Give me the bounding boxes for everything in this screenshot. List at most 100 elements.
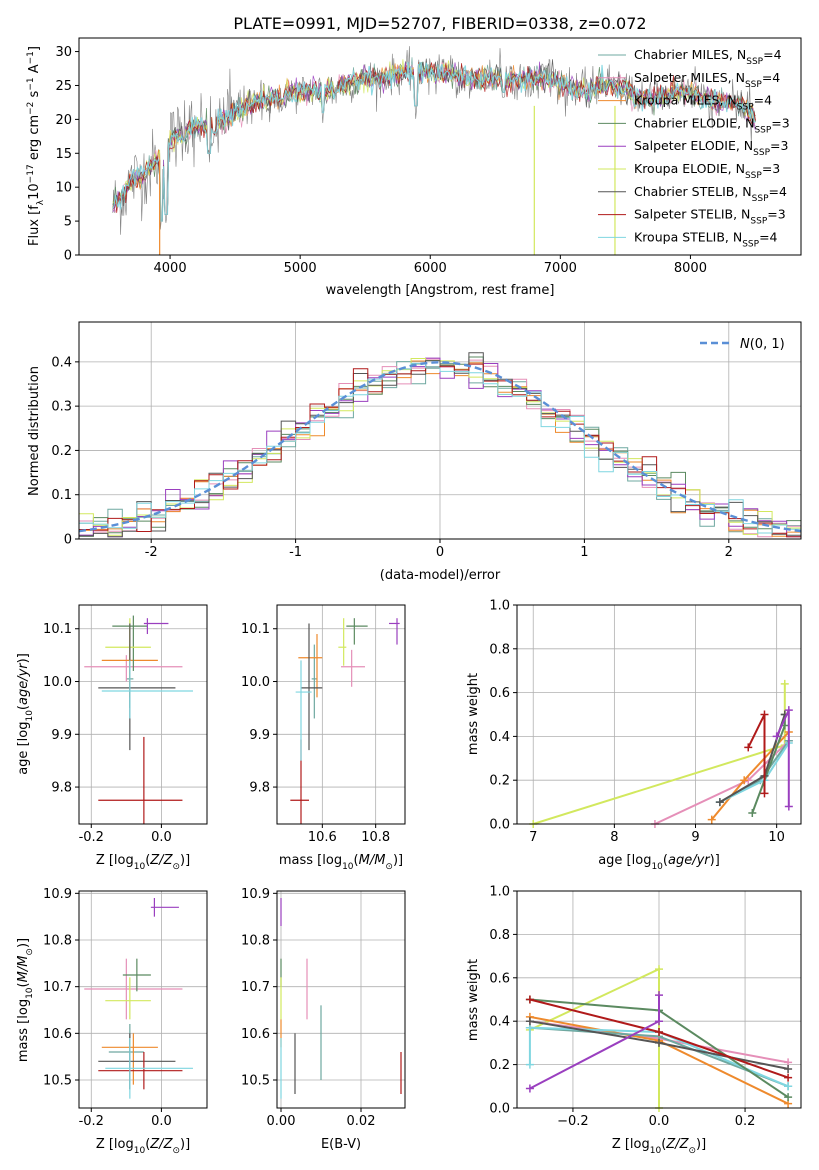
label-part: 10 xyxy=(134,1146,146,1156)
x-tick-label: 5000 xyxy=(284,261,317,276)
label-part: SSP xyxy=(746,57,763,67)
y-tick-label: 10.5 xyxy=(43,1074,72,1089)
massweight_vs_Z-frame xyxy=(516,890,802,1109)
massweight-marker xyxy=(784,1073,793,1082)
y-tick-label: 0.2 xyxy=(489,774,510,789)
label-part: =3 xyxy=(767,207,785,222)
x-tick-label: -1 xyxy=(289,545,302,560)
mw-age-ylabel: mass weight xyxy=(466,673,481,755)
legend-entry: Chabrier STELIB, NSSP=4 xyxy=(634,184,787,204)
label-part: ⊙ xyxy=(688,1146,696,1156)
residual-ylabel: Normed distribution xyxy=(27,366,42,496)
spectrum-frame xyxy=(78,37,802,256)
massweight-line xyxy=(529,967,660,1108)
x-tick-label: -0.2 xyxy=(79,1114,104,1129)
mass_vs_Z-frame xyxy=(78,890,208,1109)
label-part: −1 xyxy=(26,77,36,90)
y-tick-label: 10.6 xyxy=(43,1027,72,1042)
label-part: age/yr xyxy=(16,662,31,705)
label-part: ( xyxy=(354,853,359,868)
label-part: SSP xyxy=(754,125,771,135)
label-part: ⊙ xyxy=(172,862,180,872)
massweight-marker xyxy=(707,815,716,824)
label-part: age/yr xyxy=(668,853,711,868)
label-part: erg cm xyxy=(27,115,42,164)
y-tick-label: 0.2 xyxy=(51,444,72,459)
mass-z-xlabel: Z [log10(Z/Z⊙)] xyxy=(96,1137,190,1156)
label-part: −2 xyxy=(26,102,36,115)
y-tick-label: 0.0 xyxy=(489,818,510,833)
massweight-line xyxy=(532,683,786,824)
label-part: Chabrier MILES, N xyxy=(634,47,746,62)
residual-xlabel: (data-model)/error xyxy=(380,568,501,583)
label-part: SSP xyxy=(752,194,769,204)
label-part: =4 xyxy=(762,70,780,85)
label-part: ( xyxy=(145,1137,150,1152)
legend-entry: Kroupa ELODIE, NSSP=3 xyxy=(634,161,780,181)
massweight-marker xyxy=(525,1017,534,1026)
label-part: ⊙ xyxy=(172,1146,180,1156)
x-tick-label: 7 xyxy=(529,830,537,845)
x-tick-label: -0.2 xyxy=(79,830,104,845)
label-part: =4 xyxy=(754,93,772,108)
y-tick-label: 0.8 xyxy=(489,928,510,943)
x-tick-label: 0.0 xyxy=(151,830,172,845)
mass-ebv-xlabel: E(B-V) xyxy=(321,1137,361,1152)
legend-entry: Salpeter MILES, NSSP=4 xyxy=(634,70,780,90)
x-tick-label: 6000 xyxy=(414,261,447,276)
label-part: SSP xyxy=(742,239,759,249)
y-tick-label: 9.8 xyxy=(249,781,270,796)
massweight-marker xyxy=(525,995,534,1004)
mass_vs_EBV-frame xyxy=(276,890,406,1109)
legend-entry: Salpeter STELIB, NSSP=3 xyxy=(634,207,786,227)
x-tick-label: 0.00 xyxy=(267,1114,296,1129)
massweight-marker xyxy=(655,1017,663,1026)
massweight-marker xyxy=(784,1093,793,1102)
y-tick-label: 20 xyxy=(55,113,72,128)
label-part: Salpeter ELODIE, N xyxy=(634,138,753,153)
age_vs_mass-frame xyxy=(276,604,406,825)
label-part: ] xyxy=(27,46,42,51)
label-part: age [log xyxy=(598,853,651,868)
y-tick-label: 0 xyxy=(64,249,72,264)
label-part: A xyxy=(27,64,42,77)
massweight-marker xyxy=(655,1028,663,1037)
y-tick-label: 0.2 xyxy=(489,1058,510,1073)
label-part: )] xyxy=(696,1137,706,1152)
mass_vs_EBV-axes xyxy=(273,891,405,1112)
label-part: 10 xyxy=(650,1146,662,1156)
y-tick-label: 10.8 xyxy=(241,934,270,949)
massweight-line xyxy=(528,1026,789,1088)
label-part: Chabrier STELIB, N xyxy=(634,184,752,199)
x-tick-label: 4000 xyxy=(154,261,187,276)
label-part: Salpeter STELIB, N xyxy=(634,207,750,222)
x-tick-label: −0.2 xyxy=(557,1114,589,1129)
legend-entry: N(0, 1) xyxy=(740,337,785,352)
x-tick-label: 0.02 xyxy=(347,1114,376,1129)
y-tick-label: 9.9 xyxy=(51,728,72,743)
label-part: =3 xyxy=(762,161,780,176)
x-tick-label: 0.0 xyxy=(151,1114,172,1129)
age-z-ylabel: age [log10(age/yr)] xyxy=(16,653,35,775)
label-part: ⊙ xyxy=(25,948,35,956)
x-tick-label: -2 xyxy=(145,545,158,560)
massweight-marker xyxy=(744,743,753,752)
legend-entry: Chabrier MILES, NSSP=4 xyxy=(634,47,782,67)
massweight-marker xyxy=(525,1060,534,1069)
label-part: 10 xyxy=(25,987,35,999)
label-part: SSP xyxy=(745,80,762,90)
y-tick-label: 10.0 xyxy=(43,675,72,690)
label-part: )] xyxy=(393,853,403,868)
x-tick-label: 0.2 xyxy=(735,1114,756,1129)
x-tick-label: 9 xyxy=(691,830,699,845)
label-part: )] xyxy=(710,853,720,868)
label-part: Z [log xyxy=(612,1137,650,1152)
label-part: Kroupa MILES, N xyxy=(634,93,737,108)
label-part: )] xyxy=(180,853,190,868)
y-tick-label: 0.0 xyxy=(489,1102,510,1117)
y-tick-label: 0.1 xyxy=(51,488,72,503)
mw-z-xlabel: Z [log10(Z/Z⊙)] xyxy=(612,1137,706,1156)
label-part: Z/Z xyxy=(149,1137,173,1152)
gaussian-curve xyxy=(79,361,801,533)
